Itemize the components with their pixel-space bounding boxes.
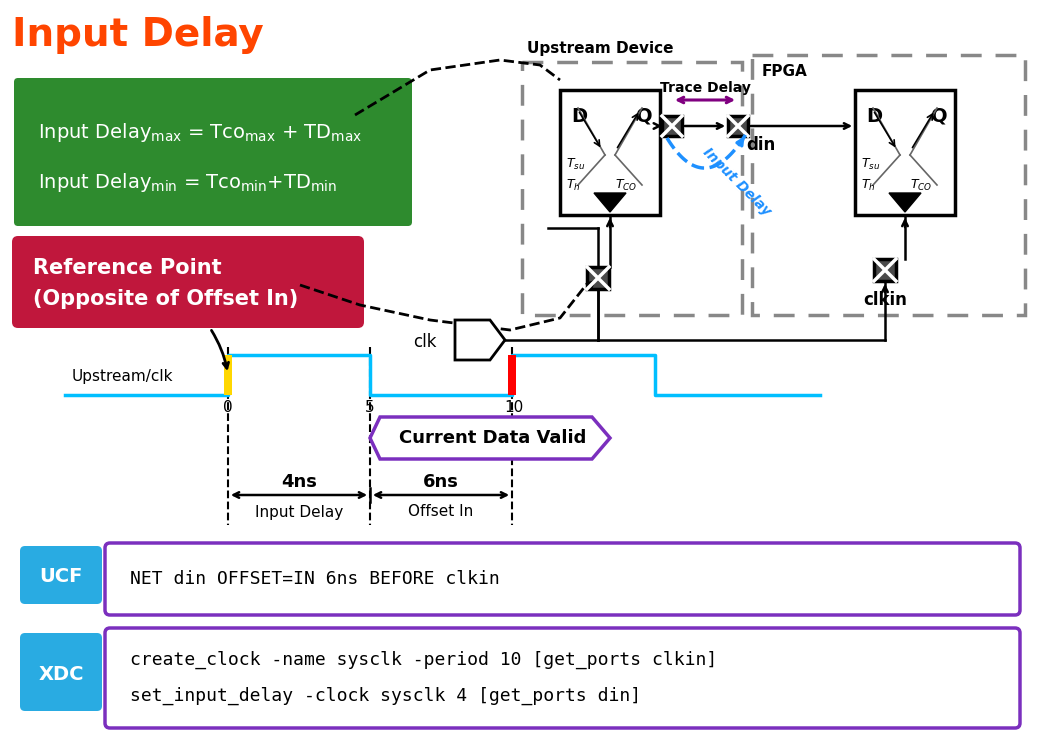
Text: 6ns: 6ns [423, 473, 459, 491]
Bar [874, 259, 896, 281]
Text: Input Delay$_{\mathregular{max}}$ = Tco$_{\mathregular{max}}$ + TD$_{\mathregula: Input Delay$_{\mathregular{max}}$ = Tco$… [38, 121, 362, 144]
Text: Input Delay: Input Delay [13, 16, 264, 54]
Bar [855, 90, 955, 215]
Bar [224, 355, 232, 395]
Text: Q: Q [931, 107, 948, 126]
Polygon shape [455, 320, 505, 360]
Text: UCF: UCF [40, 567, 82, 585]
Text: create_clock -name sysclk -period 10 [get_ports clkin]: create_clock -name sysclk -period 10 [ge… [130, 651, 718, 669]
Text: $T_h$: $T_h$ [862, 178, 875, 192]
Bar [508, 355, 516, 395]
Text: D: D [866, 107, 882, 126]
FancyBboxPatch shape [14, 78, 412, 226]
FancyBboxPatch shape [20, 633, 102, 711]
Text: clkin: clkin [863, 291, 906, 309]
Polygon shape [595, 193, 626, 212]
Text: $T_{CO}$: $T_{CO}$ [615, 178, 637, 192]
Polygon shape [889, 193, 921, 212]
Text: (Opposite of Offset In): (Opposite of Offset In) [33, 289, 298, 309]
Text: 4ns: 4ns [281, 473, 317, 491]
Text: $T_{su}$: $T_{su}$ [566, 156, 585, 172]
Text: Input Delay$_{\mathregular{min}}$ = Tco$_{\mathregular{min}}$+TD$_{\mathregular{: Input Delay$_{\mathregular{min}}$ = Tco$… [38, 170, 337, 193]
Text: 5: 5 [365, 400, 374, 414]
Text: set_input_delay -clock sysclk 4 [get_ports din]: set_input_delay -clock sysclk 4 [get_por… [130, 687, 641, 705]
Bar [662, 116, 682, 136]
Text: 10: 10 [505, 400, 524, 414]
Text: clk: clk [413, 333, 437, 351]
Bar [728, 116, 748, 136]
Text: Offset In: Offset In [409, 505, 474, 519]
Text: Upstream Device: Upstream Device [527, 41, 674, 56]
Bar [587, 267, 609, 289]
Text: NET din OFFSET=IN 6ns BEFORE clkin: NET din OFFSET=IN 6ns BEFORE clkin [130, 570, 500, 588]
Text: Trace Delay: Trace Delay [659, 81, 750, 95]
Text: Input Delay: Input Delay [700, 145, 774, 219]
Text: Upstream/clk: Upstream/clk [72, 369, 173, 385]
Text: din: din [746, 136, 775, 154]
Polygon shape [370, 417, 610, 459]
Text: Input Delay: Input Delay [254, 505, 343, 519]
Text: 0: 0 [223, 400, 233, 414]
Text: $T_h$: $T_h$ [566, 178, 581, 192]
Text: $T_{su}$: $T_{su}$ [862, 156, 880, 172]
FancyBboxPatch shape [13, 236, 364, 328]
FancyBboxPatch shape [20, 546, 102, 604]
Text: XDC: XDC [39, 665, 83, 684]
Text: $T_{CO}$: $T_{CO}$ [909, 178, 932, 192]
Bar [560, 90, 660, 215]
Text: Reference Point: Reference Point [33, 258, 221, 278]
Text: Current Data Valid: Current Data Valid [399, 429, 586, 447]
Text: Q: Q [636, 107, 653, 126]
FancyBboxPatch shape [105, 543, 1020, 615]
Text: FPGA: FPGA [762, 64, 807, 78]
Text: D: D [571, 107, 587, 126]
FancyBboxPatch shape [105, 628, 1020, 728]
